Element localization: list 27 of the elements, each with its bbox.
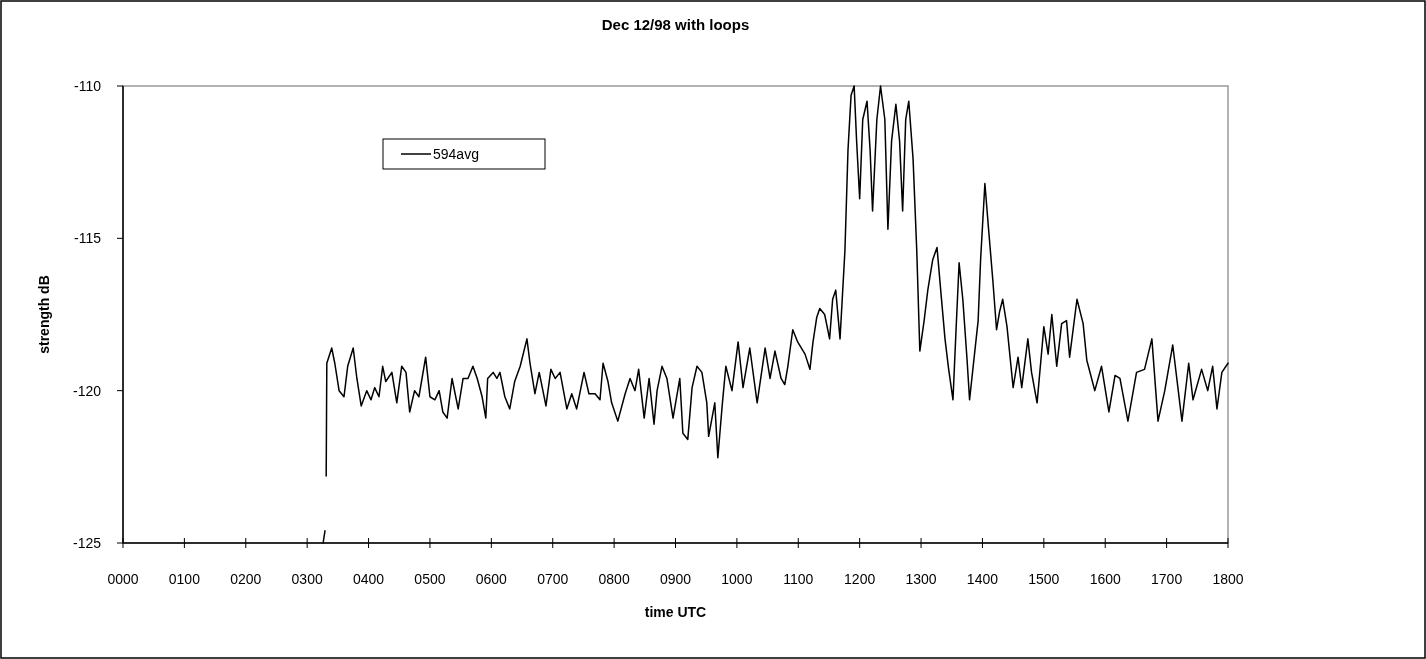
chart-title: Dec 12/98 with loops <box>601 16 750 33</box>
x-tick-label: 0300 <box>291 571 323 587</box>
y-tick-label: -110 <box>74 78 102 94</box>
y-axis-title: strength dB <box>36 275 52 354</box>
y-tick-label: -125 <box>72 535 102 551</box>
x-tick-label: 1700 <box>1151 571 1183 587</box>
x-tick-label: 1000 <box>721 571 753 587</box>
x-tick-label: 1200 <box>844 571 876 587</box>
legend-label: 594avg <box>433 146 479 162</box>
y-tick-label: -115 <box>74 230 102 247</box>
x-axis-title: time UTC <box>644 604 707 620</box>
x-tick-label: 0600 <box>475 571 508 587</box>
x-tick-label: 1400 <box>966 571 999 587</box>
x-tick-label: 0400 <box>352 571 385 587</box>
x-tick-label: 0200 <box>230 571 262 587</box>
x-tick-label: 0900 <box>659 571 692 587</box>
x-tick-label: 0000 <box>107 571 139 587</box>
x-tick-label: 0700 <box>537 571 569 587</box>
x-tick-label: 0800 <box>598 571 630 587</box>
x-tick-label: 1600 <box>1089 571 1121 587</box>
x-tick-label: 1500 <box>1028 571 1060 587</box>
y-tick-label: -120 <box>72 382 102 399</box>
x-tick-label: 1800 <box>1212 571 1244 587</box>
x-tick-label: 0500 <box>414 571 446 587</box>
x-tick-label: 0100 <box>168 571 201 587</box>
x-tick-label: 1100 <box>783 571 814 587</box>
x-tick-label: 1300 <box>905 571 937 587</box>
